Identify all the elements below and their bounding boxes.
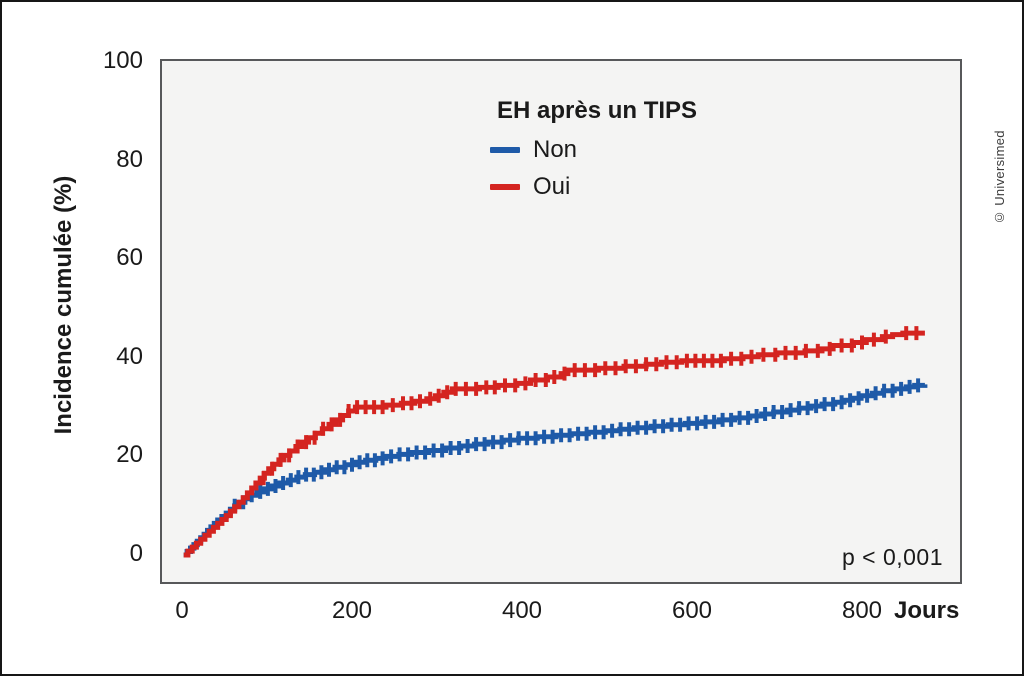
x-tick-label: 800 [841, 597, 883, 624]
legend-item-non: Non [490, 135, 697, 163]
y-tick-label: 40 [116, 342, 143, 370]
oui-line-swatch [490, 183, 520, 190]
y-tick-label: 100 [102, 46, 143, 74]
legend-label-non: Non [533, 135, 578, 163]
y-tick-label: 20 [116, 441, 143, 469]
x-tick-label: 0 [175, 597, 189, 624]
non-line-swatch [490, 146, 520, 153]
y-tick-label: 0 [129, 539, 143, 567]
legend-item-oui: Oui [490, 172, 697, 200]
x-axis-title: Jours [894, 597, 960, 624]
p-value-annotation: p < 0,001 [841, 544, 943, 570]
x-tick-label: 600 [671, 597, 713, 624]
x-tick-label: 200 [331, 597, 373, 624]
legend-title: EH après un TIPS [497, 97, 698, 124]
y-axis-title: Incidence cumulée (%) [50, 175, 77, 435]
legend: EH après un TIPS Non Oui [490, 97, 698, 200]
y-tick-label: 80 [116, 145, 143, 173]
x-tick-label: 400 [501, 597, 543, 624]
legend-label-oui: Oui [533, 172, 571, 200]
y-tick-label: 60 [116, 244, 143, 272]
copyright-credit: © Universimed [992, 130, 1007, 225]
